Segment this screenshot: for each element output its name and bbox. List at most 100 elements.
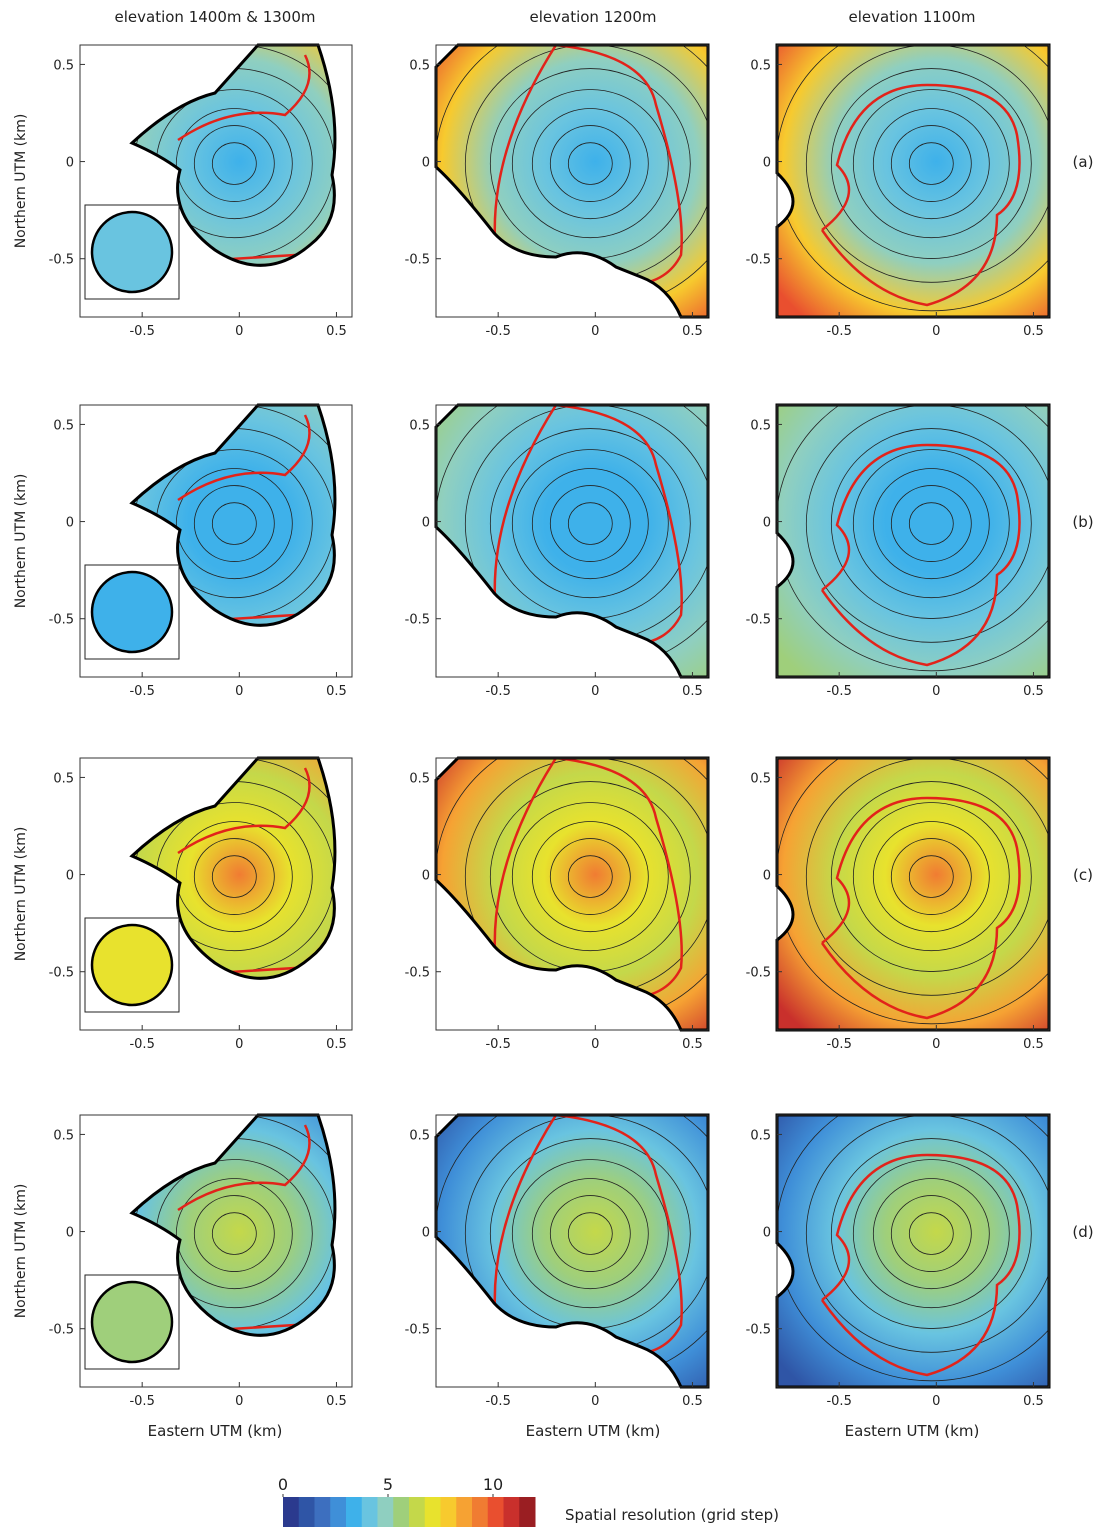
x-tick-label: 0 [235,1394,243,1409]
y-tick-label: 0.5 [409,1128,430,1143]
inset-map [90,1280,174,1364]
x-axis-label: Eastern UTM (km) [148,1422,283,1440]
contour [805,758,1049,996]
y-tick-label: 0 [763,156,771,171]
axes-frame [776,757,1050,1031]
y-tick-label: -0.5 [405,966,430,981]
x-tick-label: -0.5 [826,1394,851,1409]
x-tick-label: 0.5 [1023,684,1044,699]
map-fill [777,758,1049,1030]
contour [175,821,293,933]
contour [872,108,990,220]
colorbar-swatch [456,1497,473,1527]
y-tick-label: -0.5 [49,966,74,981]
x-tick-label: 0 [932,1394,940,1409]
map-panel: -0.5 0 0.5 -0.5 0 0.5 [746,1113,1051,1409]
y-tick-label: 0.5 [409,771,430,786]
y-tick-label: 0 [763,516,771,531]
map-fill [436,45,708,317]
topography-boundary [129,43,337,267]
contour [890,485,972,562]
y-tick-label: 0 [66,516,74,531]
y-tick-label: -0.5 [746,966,771,981]
contour [193,485,275,562]
map-panel: -0.5 0 0.5 -0.5 0 0.5 [746,403,1051,699]
axes-frame [435,44,709,318]
y-tick-label: 0.5 [53,58,74,73]
y-tick-label: -0.5 [49,1323,74,1338]
map-field [777,45,1049,317]
colorbar-tick-label: 10 [483,1475,503,1494]
colorbar-swatch [472,1497,489,1527]
topography-boundary [129,1113,337,1337]
topography-boundary [434,1113,710,1389]
colorbar-swatch [377,1497,394,1527]
contour [211,1212,257,1255]
contour [872,468,990,580]
x-tick-label: 0 [591,324,599,339]
y-tick-label: 0 [66,869,74,884]
x-tick-label: 0 [591,1394,599,1409]
topography-boundary [434,43,710,319]
topography-boundary [434,756,710,1032]
x-tick-label: 0 [235,1037,243,1052]
contour [567,142,613,185]
x-tick-label: 0 [932,324,940,339]
contour [511,802,669,952]
y-tick-label: -0.5 [405,613,430,628]
x-tick-label: -0.5 [485,324,510,339]
y-tick-label: 0 [422,156,430,171]
axes-frame [435,404,709,678]
contour [852,1159,1010,1309]
contour [830,428,1032,619]
map-panel: -0.5 0 0.5 -0.5 0 0.5 [405,403,710,699]
y-tick-label: 0 [763,1226,771,1241]
x-tick-label: -0.5 [485,1037,510,1052]
inset-map [90,210,174,294]
contour [193,1195,275,1272]
axes-frame [79,1114,353,1388]
contour [175,468,293,580]
axes-frame [776,44,1050,318]
map-field [777,758,1049,1030]
map-panel: -0.5 0 0.5 -0.5 0 0.5 [746,43,1051,339]
contour [908,1212,954,1255]
x-axis-label: Eastern UTM (km) [845,1422,980,1440]
colorbar-swatch [409,1497,426,1527]
x-tick-label: 0 [932,684,940,699]
contour [777,758,1049,1025]
map-panel: -0.5 0 0.5 -0.5 0 0.5 [49,756,353,1052]
y-tick-label: 0.5 [409,58,430,73]
contour [852,89,1010,239]
resolution-contour [820,83,1021,307]
axes-frame [79,757,353,1031]
resolution-contour [820,1153,1021,1377]
colorbar-tick-label: 0 [278,1475,288,1494]
map-fill [777,405,1049,677]
axes-frame [79,44,353,318]
x-tick-label: 0.5 [682,324,703,339]
y-tick-label: 0.5 [750,58,771,73]
colorbar-swatch [393,1497,410,1527]
contour [511,1159,669,1309]
contour [908,855,954,898]
y-tick-label: 0 [763,869,771,884]
y-tick-label: 0 [422,869,430,884]
colorbar-swatch [440,1497,457,1527]
map-fill [436,1115,708,1387]
topography-boundary [129,756,337,980]
map-fill [436,405,708,677]
axes-frame [435,757,709,1031]
y-tick-label: -0.5 [746,613,771,628]
x-tick-label: 0.5 [326,1037,347,1052]
y-tick-label: 0 [422,1226,430,1241]
map-panel: -0.5 0 0.5 -0.5 0 0.5 [746,756,1051,1052]
contour [908,502,954,545]
column-title: elevation 1400m & 1300m [115,8,316,26]
y-axis-label: Northern UTM (km) [13,827,29,962]
contour [805,45,1049,283]
map-panel: -0.5 0 0.5 -0.5 0 0.5 [405,43,710,339]
x-tick-label: 0.5 [326,1394,347,1409]
map-fill [777,1115,1049,1387]
